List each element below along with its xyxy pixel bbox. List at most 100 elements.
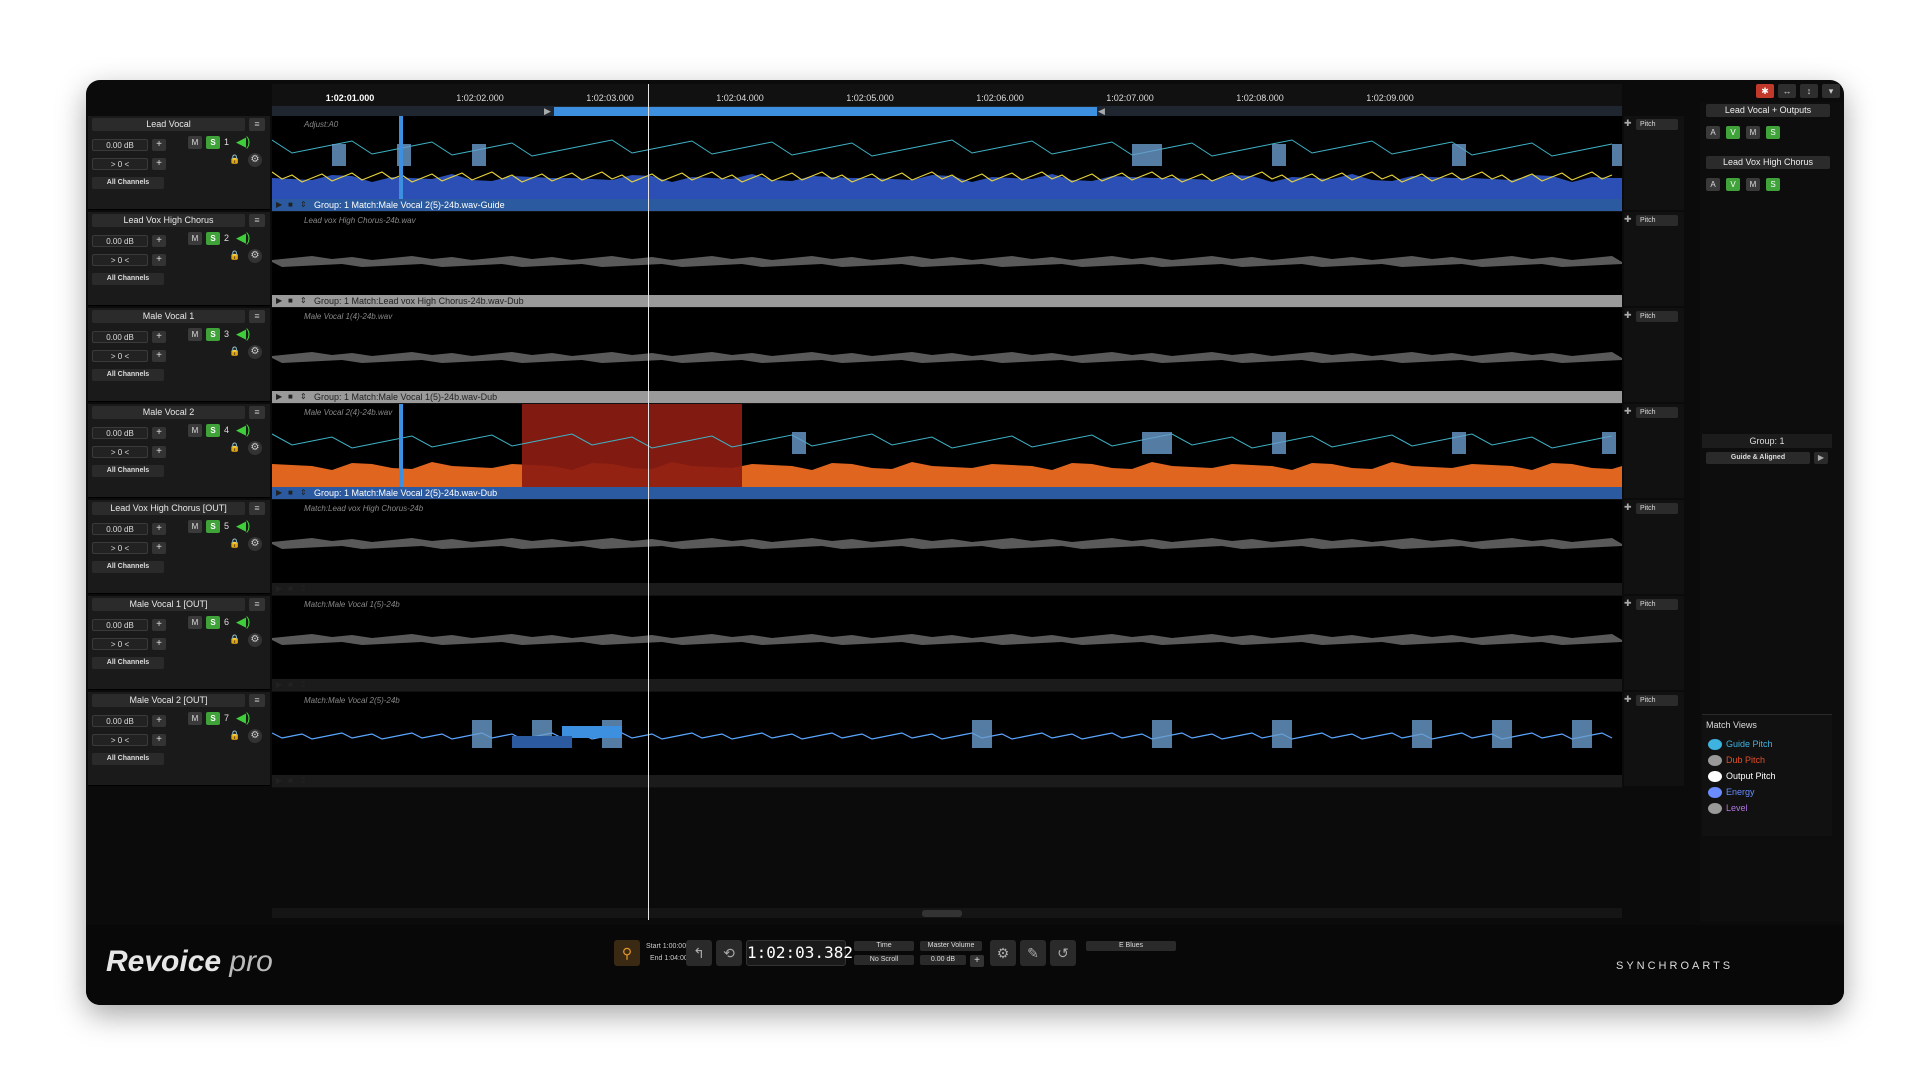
- pan-plus-icon[interactable]: +: [152, 542, 166, 554]
- track-lane[interactable]: Lead vox High Chorus-24b.wav ▶ ■ ⇕ Group…: [272, 212, 1622, 308]
- track-volume[interactable]: 0.00 dB: [92, 235, 148, 247]
- eye-icon[interactable]: [1708, 787, 1722, 799]
- track-volume[interactable]: 0.00 dB: [92, 139, 148, 151]
- add-pitch-icon[interactable]: ✚: [1624, 694, 1632, 704]
- pitch-select[interactable]: Pitch: [1636, 311, 1678, 322]
- speaker-icon[interactable]: ◀): [236, 710, 251, 725]
- channels-select[interactable]: All Channels: [92, 273, 164, 285]
- volume-plus-icon[interactable]: +: [152, 235, 166, 247]
- track-lane[interactable]: Match:Male Vocal 2(5)-24b ▶ ■ ⇕: [272, 692, 1622, 788]
- track-volume[interactable]: 0.00 dB: [92, 715, 148, 727]
- track-menu-icon[interactable]: ≡: [249, 310, 265, 323]
- gear-icon[interactable]: ⚙: [248, 729, 262, 743]
- play-group-icon[interactable]: ▶: [1814, 452, 1828, 464]
- speaker-icon[interactable]: ◀): [236, 326, 251, 341]
- solo-button[interactable]: S: [1766, 126, 1780, 139]
- lock-icon[interactable]: 🔒: [229, 250, 241, 260]
- gear-icon[interactable]: ⚙: [248, 249, 262, 263]
- mute-button[interactable]: M: [188, 712, 202, 725]
- lock-icon[interactable]: ■: [288, 488, 293, 497]
- sort-icon[interactable]: ⇕: [300, 584, 307, 593]
- group-title-lead-vox-high-chorus[interactable]: Lead Vox High Chorus: [1706, 156, 1830, 169]
- add-pitch-icon[interactable]: ✚: [1624, 598, 1632, 608]
- playhead[interactable]: [648, 84, 649, 920]
- channels-select[interactable]: All Channels: [92, 561, 164, 573]
- match-view-item[interactable]: Level: [1708, 801, 1748, 815]
- lock-icon[interactable]: 🔒: [229, 442, 241, 452]
- lane-footer[interactable]: ▶ ■ ⇕ Group: 1 Match:Male Vocal 2(5)-24b…: [272, 199, 1622, 211]
- match-view-item[interactable]: Output Pitch: [1708, 769, 1776, 783]
- track-lane[interactable]: Adjust:A0 ▶ ■ ⇕ Group: 1 Match:Male Voca…: [272, 116, 1622, 212]
- lane-footer[interactable]: ▶ ■ ⇕ Group: 1 Match:Male Vocal 2(5)-24b…: [272, 487, 1622, 499]
- lane-footer[interactable]: ▶ ■ ⇕: [272, 775, 1622, 787]
- track-pan[interactable]: > 0 <: [92, 158, 148, 170]
- lock-icon[interactable]: ■: [288, 296, 293, 305]
- pitch-select[interactable]: Pitch: [1636, 503, 1678, 514]
- solo-button[interactable]: S: [206, 232, 220, 245]
- audition-button[interactable]: A: [1706, 126, 1720, 139]
- horizontal-zoom-icon[interactable]: ↔: [1778, 84, 1796, 98]
- track-pan[interactable]: > 0 <: [92, 734, 148, 746]
- play-icon[interactable]: ▶: [276, 776, 283, 785]
- lock-icon[interactable]: 🔒: [229, 634, 241, 644]
- add-pitch-icon[interactable]: ✚: [1624, 502, 1632, 512]
- pitch-select[interactable]: Pitch: [1636, 407, 1678, 418]
- volume-plus-icon[interactable]: +: [152, 619, 166, 631]
- scale-select[interactable]: E Blues: [1086, 941, 1176, 951]
- channels-select[interactable]: All Channels: [92, 465, 164, 477]
- track-name[interactable]: Male Vocal 1 [OUT]: [92, 598, 245, 611]
- time-display[interactable]: 1:02:03.382: [746, 940, 853, 966]
- track-menu-icon[interactable]: ≡: [249, 694, 265, 707]
- track-volume[interactable]: 0.00 dB: [92, 523, 148, 535]
- track-volume[interactable]: 0.00 dB: [92, 619, 148, 631]
- volume-plus-icon[interactable]: +: [152, 427, 166, 439]
- add-pitch-icon[interactable]: ✚: [1624, 310, 1632, 320]
- channels-select[interactable]: All Channels: [92, 753, 164, 765]
- gear-icon[interactable]: ⚙: [248, 153, 262, 167]
- scrollbar-thumb[interactable]: [922, 910, 962, 917]
- channels-select[interactable]: All Channels: [92, 177, 164, 189]
- menu-dropdown-icon[interactable]: ▾: [1822, 84, 1840, 98]
- timeline-ruler[interactable]: 1:02:01.000 1:02:02.000 1:02:03.000 1:02…: [272, 84, 1622, 118]
- sort-icon[interactable]: ⇕: [300, 296, 307, 305]
- track-lane[interactable]: Male Vocal 2(4)-24b.wav ▶ ■ ⇕ Group: 1 M…: [272, 404, 1622, 500]
- track-lane[interactable]: Match:Lead vox High Chorus-24b ▶ ■ ⇕: [272, 500, 1622, 596]
- gear-icon[interactable]: ⚙: [248, 537, 262, 551]
- solo-button[interactable]: S: [206, 520, 220, 533]
- mute-button[interactable]: M: [188, 136, 202, 149]
- pitch-select[interactable]: Pitch: [1636, 215, 1678, 226]
- gear-icon[interactable]: ⚙: [248, 633, 262, 647]
- play-icon[interactable]: ▶: [276, 200, 283, 209]
- lock-icon[interactable]: ■: [288, 584, 293, 593]
- mute-button[interactable]: M: [188, 328, 202, 341]
- view-button[interactable]: V: [1726, 178, 1740, 191]
- mute-button[interactable]: M: [188, 616, 202, 629]
- eye-icon[interactable]: [1708, 739, 1722, 751]
- track-menu-icon[interactable]: ≡: [249, 598, 265, 611]
- lock-icon[interactable]: ■: [288, 200, 293, 209]
- mute-button[interactable]: M: [1746, 126, 1760, 139]
- link-icon[interactable]: ⚲: [614, 940, 640, 966]
- track-lane[interactable]: Male Vocal 1(4)-24b.wav ▶ ■ ⇕ Group: 1 M…: [272, 308, 1622, 404]
- lane-footer[interactable]: ▶ ■ ⇕ Group: 1 Match:Male Vocal 1(5)-24b…: [272, 391, 1622, 403]
- sort-icon[interactable]: ⇕: [300, 680, 307, 689]
- track-pan[interactable]: > 0 <: [92, 542, 148, 554]
- track-volume[interactable]: 0.00 dB: [92, 331, 148, 343]
- view-button[interactable]: V: [1726, 126, 1740, 139]
- track-pan[interactable]: > 0 <: [92, 446, 148, 458]
- track-pan[interactable]: > 0 <: [92, 350, 148, 362]
- mute-button[interactable]: M: [1746, 178, 1760, 191]
- speaker-icon[interactable]: ◀): [236, 230, 251, 245]
- channels-select[interactable]: All Channels: [92, 657, 164, 669]
- pitch-select[interactable]: Pitch: [1636, 119, 1678, 130]
- track-menu-icon[interactable]: ≡: [249, 406, 265, 419]
- undo-icon[interactable]: ↺: [1050, 940, 1076, 966]
- pan-plus-icon[interactable]: +: [152, 350, 166, 362]
- add-pitch-icon[interactable]: ✚: [1624, 214, 1632, 224]
- vertical-zoom-icon[interactable]: ↕: [1800, 84, 1818, 98]
- lock-icon[interactable]: 🔒: [229, 538, 241, 548]
- match-view-item[interactable]: Energy: [1708, 785, 1755, 799]
- master-volume-value[interactable]: 0.00 dB: [920, 955, 966, 965]
- pan-plus-icon[interactable]: +: [152, 254, 166, 266]
- return-icon[interactable]: ↰: [686, 940, 712, 966]
